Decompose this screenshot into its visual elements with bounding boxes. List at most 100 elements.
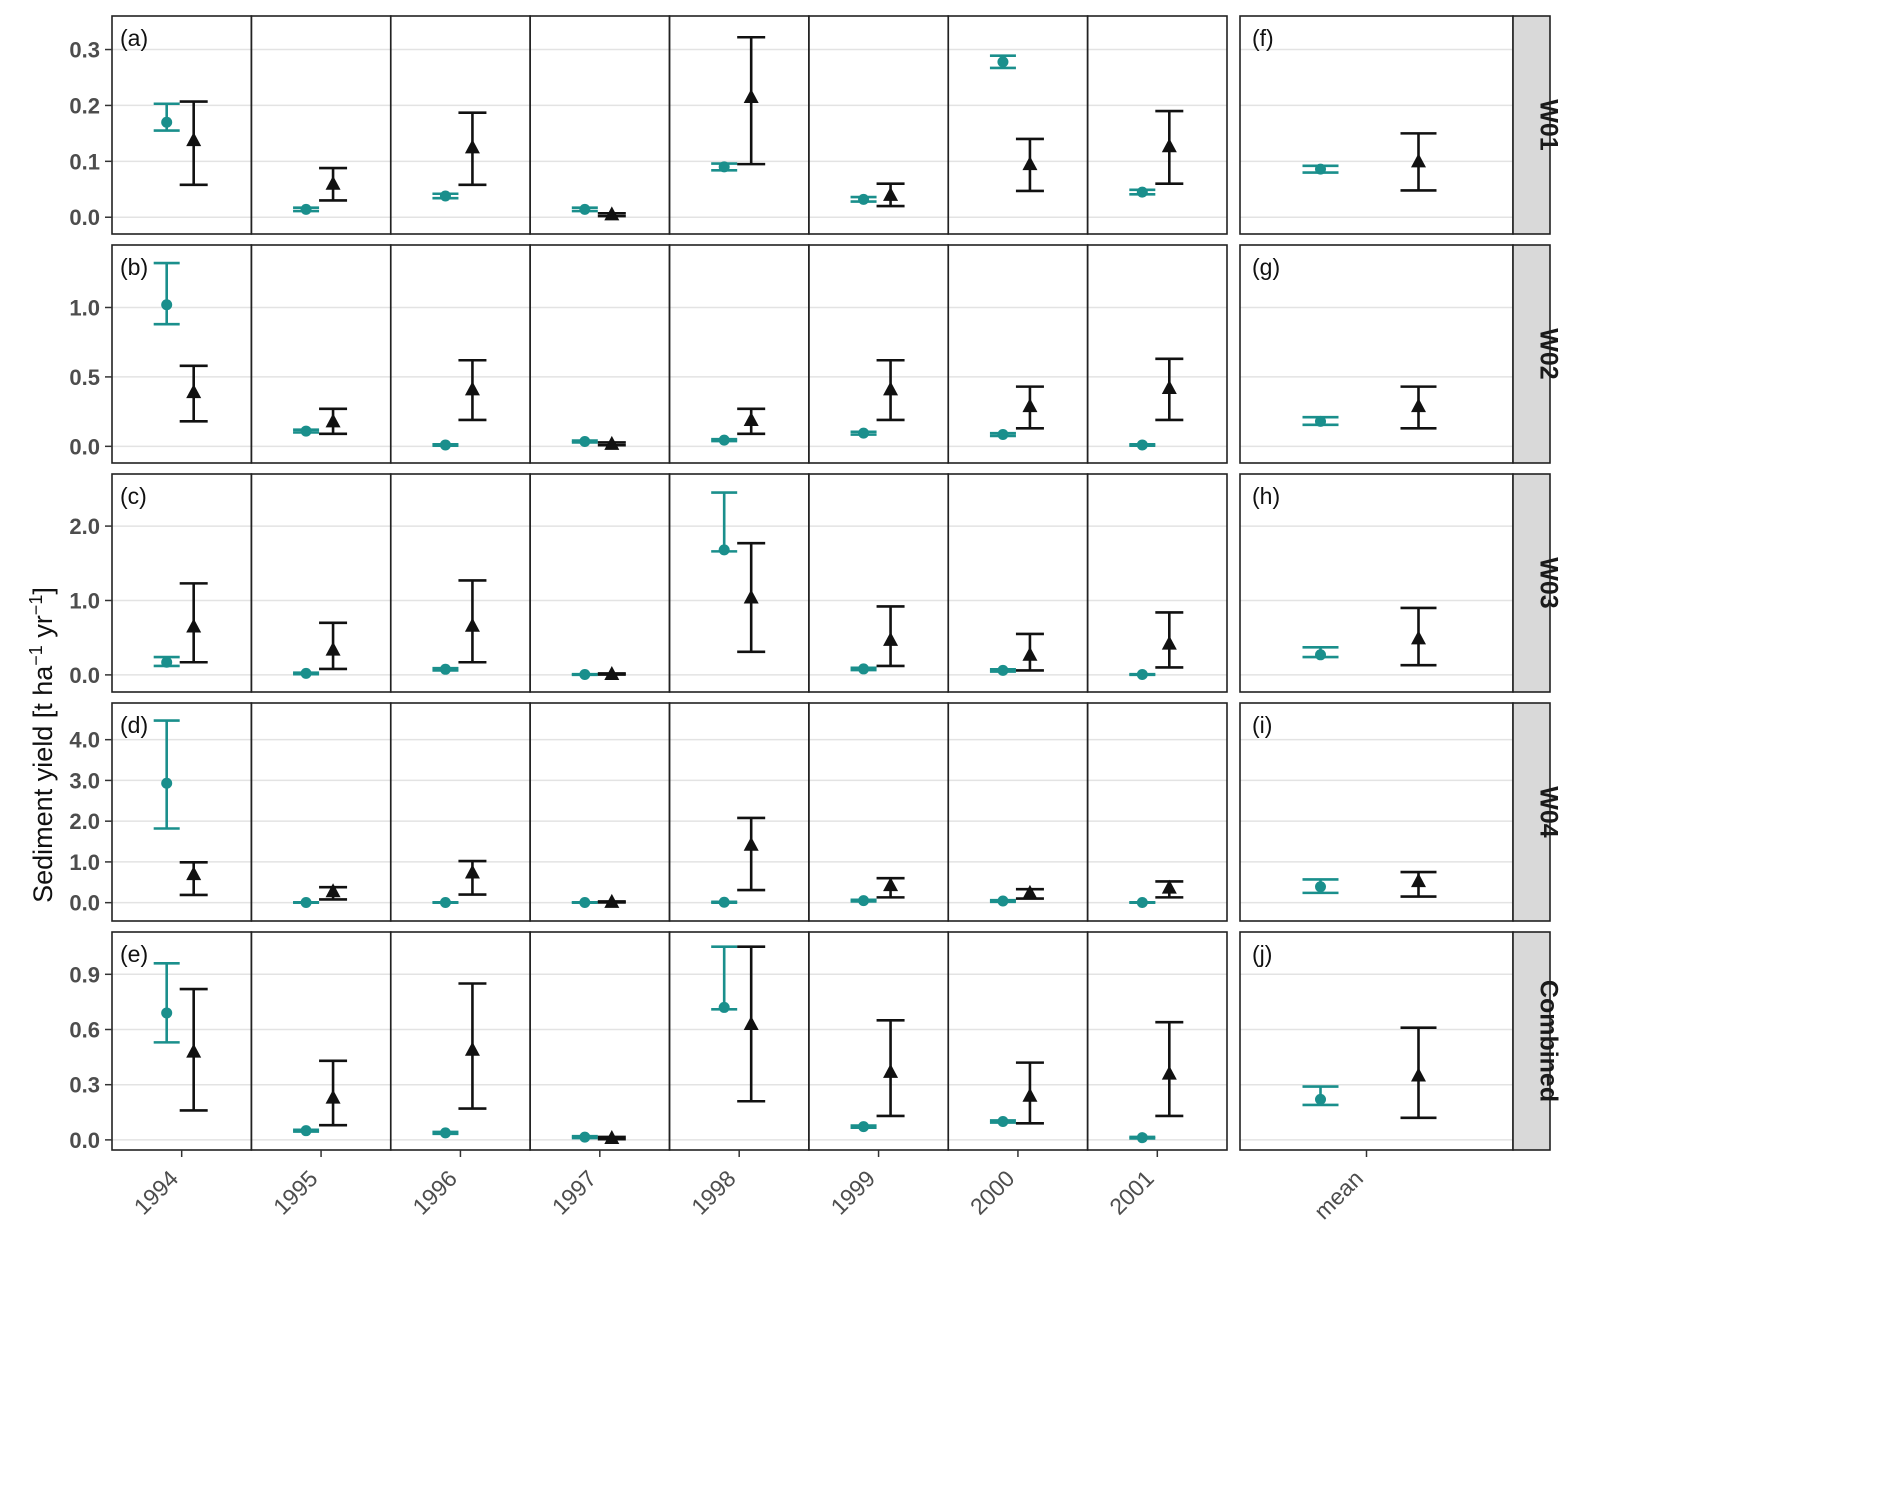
row-w02-panel-letter-mean: (g) — [1252, 254, 1280, 280]
row-w02-modeled-point-2000 — [1022, 398, 1037, 412]
row-w02-strip-label: W02 — [1535, 328, 1563, 379]
row-combined-observed-point-1999 — [858, 1121, 869, 1132]
x-tick-label-1998: 1998 — [686, 1165, 741, 1220]
row-combined-panel-2001 — [1088, 932, 1227, 1150]
row-w03-ytick-label-0: 0.0 — [69, 663, 100, 688]
row-w02-observed-point-1997 — [579, 436, 590, 447]
row-w03-panel-2000 — [948, 474, 1087, 692]
y-axis-title-sup1: −1 — [26, 645, 46, 666]
row-w02-observed-point-1994 — [161, 299, 172, 310]
row-w01-ytick-label-3: 0.3 — [69, 38, 100, 63]
row-w02-observed-errorbar-1994 — [154, 263, 180, 324]
row-w03-strip-label: W03 — [1535, 557, 1563, 608]
row-w03-observed-point-2000 — [997, 665, 1008, 676]
row-w02-observed-point-1995 — [301, 426, 312, 437]
row-combined-observed-point-1996 — [440, 1127, 451, 1138]
row-combined-observed-errorbar-1994 — [154, 963, 180, 1042]
row-w02-panel-1995 — [251, 245, 390, 463]
row-combined-panel-mean — [1240, 932, 1513, 1150]
row-combined-panel-1998 — [670, 932, 809, 1150]
mark-layer — [154, 37, 1437, 1144]
row-w03-panel-1998 — [670, 474, 809, 692]
x-tick-label-mean: mean — [1309, 1165, 1368, 1224]
x-tick-label-1994: 1994 — [129, 1165, 184, 1220]
row-combined-ytick-label-1: 0.3 — [69, 1073, 100, 1098]
row-w03-observed-point-1997 — [579, 669, 590, 680]
row-w02-mean-modeled-point — [1411, 398, 1426, 412]
row-combined-modeled-point-1999 — [883, 1064, 898, 1078]
row-w03-panel-1997 — [530, 474, 669, 692]
row-w01-mean-observed-point — [1315, 164, 1326, 175]
row-w04-observed-point-1999 — [858, 895, 869, 906]
y-axis-title: Sediment yield [t ha−1 yr−1] — [26, 587, 58, 903]
row-w01-ytick-label-0: 0.0 — [69, 205, 100, 230]
row-w01-modeled-point-2001 — [1162, 138, 1177, 152]
row-combined-mean-observed-point — [1315, 1094, 1326, 1105]
row-w04-panel-1999 — [809, 703, 948, 921]
row-w04-observed-point-1997 — [579, 897, 590, 908]
row-w03-modeled-point-1995 — [326, 642, 341, 656]
row-w03-ytick-label-2: 2.0 — [69, 514, 100, 539]
row-combined-panel-letter-mean: (j) — [1252, 941, 1272, 967]
row-w03-modeled-point-1994 — [186, 619, 201, 633]
label-layer: 0.00.10.20.3W01(a)(f)0.00.51.0W02(b)(g)0… — [69, 25, 1562, 1224]
row-w04-observed-point-1994 — [161, 778, 172, 789]
row-w01-observed-point-1998 — [719, 161, 730, 172]
x-tick-label-2001: 2001 — [1104, 1165, 1159, 1220]
row-w04-modeled-point-1996 — [465, 865, 480, 879]
row-w02-modeled-point-1995 — [326, 413, 341, 427]
row-w04-modeled-point-1995 — [326, 883, 341, 897]
row-w04-observed-point-1998 — [719, 897, 730, 908]
row-w01-modeled-point-2000 — [1022, 156, 1037, 170]
row-w02-observed-point-1996 — [440, 439, 451, 450]
x-tick-label-1999: 1999 — [826, 1165, 881, 1220]
row-w03-observed-errorbar-1998 — [711, 493, 737, 552]
row-w01-observed-point-1995 — [301, 204, 312, 215]
row-w02-panel-mean — [1240, 245, 1513, 463]
row-w03-mean-modeled-point — [1411, 630, 1426, 644]
x-tick-label-1995: 1995 — [268, 1165, 323, 1220]
row-w01-panel-1996 — [391, 16, 530, 234]
row-combined-observed-point-1994 — [161, 1007, 172, 1018]
row-w02-modeled-point-1998 — [744, 412, 759, 426]
row-w01-modeled-point-1998 — [744, 89, 759, 103]
row-w03-modeled-point-2000 — [1022, 647, 1037, 661]
row-w01-modeled-point-1995 — [326, 176, 341, 190]
row-w02-modeled-point-2001 — [1162, 380, 1177, 394]
row-w03-modeled-point-1996 — [465, 618, 480, 632]
row-w01-panel-1998 — [670, 16, 809, 234]
row-w03-observed-point-1999 — [858, 663, 869, 674]
row-w03-modeled-point-1999 — [883, 632, 898, 646]
row-w01-modeled-point-1994 — [186, 132, 201, 146]
row-w02-panel-letter-year: (b) — [120, 254, 148, 280]
row-w01-modeled-point-1996 — [465, 139, 480, 153]
row-w04-strip-label: W04 — [1535, 786, 1563, 838]
row-w03-ytick-label-1: 1.0 — [69, 588, 100, 613]
row-combined-panel-1996 — [391, 932, 530, 1150]
row-w01-strip-label: W01 — [1535, 99, 1563, 151]
row-combined-observed-point-2001 — [1137, 1132, 1148, 1143]
row-w02-panel-1999 — [809, 245, 948, 463]
row-w04-observed-point-1995 — [301, 897, 312, 908]
x-tick-label-2000: 2000 — [965, 1165, 1020, 1220]
row-w04-modeled-point-1994 — [186, 866, 201, 880]
row-w03-panel-mean — [1240, 474, 1513, 692]
row-w04-observed-point-1996 — [440, 897, 451, 908]
row-w03-observed-point-1998 — [719, 544, 730, 555]
row-combined-observed-errorbar-1998 — [711, 947, 737, 1010]
row-combined-observed-point-2000 — [997, 1116, 1008, 1127]
row-w02-modeled-point-1994 — [186, 384, 201, 398]
row-w03-panel-letter-year: (c) — [120, 483, 147, 509]
row-combined-ytick-label-2: 0.6 — [69, 1018, 100, 1043]
row-combined-modeled-point-1998 — [744, 1016, 759, 1030]
row-w04-modeled-point-2000 — [1022, 885, 1037, 899]
row-combined-observed-point-1995 — [301, 1125, 312, 1136]
row-w04-observed-point-2000 — [997, 896, 1008, 907]
y-axis-title-main: Sediment yield [t ha — [28, 665, 58, 903]
row-w02-ytick-label-0: 0.0 — [69, 434, 100, 459]
row-w02-observed-point-1999 — [858, 428, 869, 439]
row-w03-panel-1995 — [251, 474, 390, 692]
row-w04-panel-letter-mean: (i) — [1252, 712, 1272, 738]
row-combined-panel-1999 — [809, 932, 948, 1150]
row-w03-modeled-point-1998 — [744, 590, 759, 604]
